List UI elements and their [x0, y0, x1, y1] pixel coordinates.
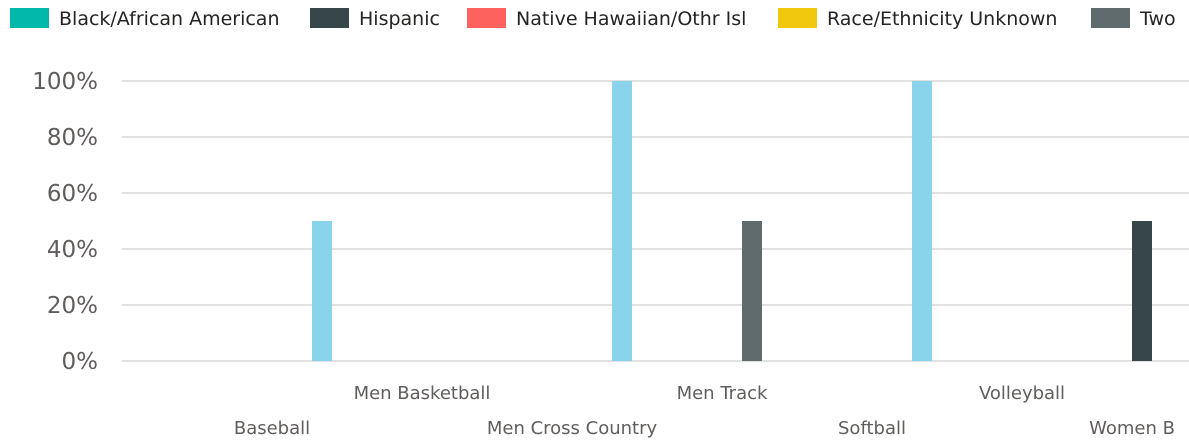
y-tick-100: 100%	[32, 69, 98, 95]
y-axis: 0% 20% 40% 60% 80% 100%	[32, 69, 98, 375]
x-tick-men-track: Men Track	[677, 383, 768, 404]
legend-label-hispanic: Hispanic	[359, 8, 440, 30]
x-tick-softball: Softball	[838, 418, 906, 439]
x-tick-women-b: Women B	[1089, 418, 1175, 439]
bar-men-track-light-blue[interactable]	[612, 81, 632, 361]
y-tick-0: 0%	[62, 349, 99, 375]
legend-swatch-hispanic	[310, 8, 349, 28]
x-tick-men-cross-country: Men Cross Country	[487, 418, 658, 439]
x-tick-men-basketball: Men Basketball	[354, 383, 491, 404]
x-axis: Baseball Men Basketball Men Cross Country M…	[234, 383, 1175, 439]
y-tick-80: 80%	[47, 125, 98, 151]
x-tick-baseball: Baseball	[234, 418, 310, 439]
bar-volleyball-light-blue[interactable]	[912, 81, 932, 361]
gridlines	[122, 80, 1189, 362]
legend-label-black-african-american: Black/African American	[59, 8, 280, 30]
legend-label-race-ethnicity-unknown: Race/Ethnicity Unknown	[827, 8, 1057, 30]
bar-softball-two[interactable]	[742, 221, 762, 361]
legend-swatch-native-hawaiian-othr-isl	[467, 8, 506, 28]
y-tick-40: 40%	[47, 237, 98, 263]
legend: Black/African American Hispanic Native Haw…	[10, 8, 1176, 30]
bars	[312, 81, 1152, 361]
y-tick-20: 20%	[47, 293, 98, 319]
bar-men-basketball-light-blue[interactable]	[312, 221, 332, 361]
legend-label-native-hawaiian-othr-isl: Native Hawaiian/Othr Isl	[516, 8, 746, 30]
legend-swatch-black-african-american	[10, 8, 49, 28]
legend-label-two: Two	[1139, 8, 1176, 30]
x-tick-volleyball: Volleyball	[979, 383, 1065, 404]
legend-swatch-two	[1091, 8, 1130, 28]
bar-women-b-hispanic[interactable]	[1132, 221, 1152, 361]
legend-swatch-race-ethnicity-unknown	[778, 8, 817, 28]
y-tick-60: 60%	[47, 181, 98, 207]
